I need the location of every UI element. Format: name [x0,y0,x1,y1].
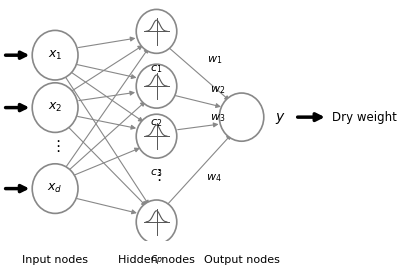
Text: $x_2$: $x_2$ [48,101,62,114]
Text: $w_3$: $w_3$ [210,112,226,124]
Ellipse shape [32,83,78,132]
Text: $c_2$: $c_2$ [150,118,163,129]
Text: Hidden nodes: Hidden nodes [118,255,195,265]
Text: Output nodes: Output nodes [204,255,280,265]
Text: y: y [275,110,284,124]
Text: Input nodes: Input nodes [22,255,88,265]
Text: $\vdots$: $\vdots$ [151,168,162,183]
Text: Dry weight: Dry weight [332,111,397,124]
Text: $w_4$: $w_4$ [206,172,221,184]
Text: $c_1$: $c_1$ [150,63,163,75]
Ellipse shape [32,30,78,80]
Ellipse shape [32,164,78,213]
Ellipse shape [219,93,264,141]
Text: $c_3$: $c_3$ [150,168,163,179]
Text: $c_p$: $c_p$ [150,253,163,268]
Ellipse shape [136,9,177,53]
Text: $x_d$: $x_d$ [48,182,63,195]
Ellipse shape [136,64,177,108]
Text: $w_2$: $w_2$ [210,84,226,96]
Text: $x_1$: $x_1$ [48,49,62,62]
Ellipse shape [136,200,177,244]
Text: $w_1$: $w_1$ [207,54,222,66]
Ellipse shape [136,114,177,158]
Text: $\vdots$: $\vdots$ [50,138,60,154]
